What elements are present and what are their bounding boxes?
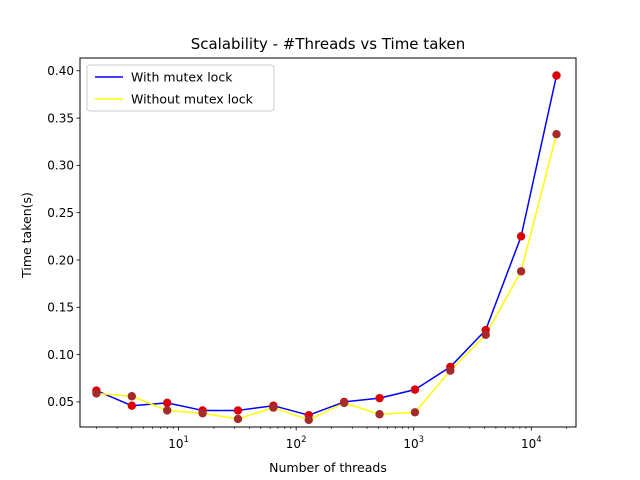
- data-point-s2-14: [552, 129, 561, 139]
- y-tick-label: 0.40: [47, 64, 74, 78]
- data-point-s2-8: [339, 398, 349, 408]
- data-point-s2-3: [163, 406, 172, 415]
- y-tick-label: 0.30: [47, 159, 74, 173]
- series-line-2: [96, 133, 558, 421]
- legend-label-2: Without mutex lock: [131, 92, 254, 107]
- data-point-s1-13: [516, 232, 526, 241]
- legend-label-1: With mutex lock: [131, 70, 233, 85]
- y-axis-label: Time taken(s): [19, 192, 34, 279]
- data-point-s2-7: [304, 415, 313, 425]
- data-point-s1-2: [127, 401, 137, 410]
- data-point-s2-2: [127, 392, 137, 401]
- x-tick-label: 103: [403, 435, 424, 451]
- x-tick-label: 101: [168, 435, 189, 451]
- legend: With mutex lock Without mutex lock: [86, 64, 275, 112]
- data-point-s1-14: [552, 71, 561, 80]
- data-point-s1-3: [163, 398, 172, 408]
- data-point-s2-1: [92, 389, 101, 398]
- data-point-s1-5: [233, 406, 243, 415]
- data-point-s2-13: [516, 267, 526, 276]
- data-point-s2-11: [446, 366, 455, 375]
- y-tick-label: 0.35: [47, 111, 74, 125]
- data-point-s2-9: [375, 410, 384, 419]
- data-point-s1-9: [375, 393, 384, 403]
- y-tick-label: 0.05: [47, 395, 74, 409]
- data-point-s2-6: [269, 403, 278, 412]
- y-tick-label: 0.10: [47, 348, 74, 362]
- series-line-1: [96, 75, 558, 416]
- x-tick-label: 104: [521, 435, 542, 451]
- y-tick-label: 0.15: [47, 301, 74, 315]
- data-point-s1-10: [410, 385, 420, 394]
- data-point-s2-10: [410, 408, 420, 417]
- y-tick-label: 0.25: [47, 206, 74, 220]
- chart-title: Scalability - #Threads vs Time taken: [191, 35, 466, 53]
- y-tick-label: 0.20: [47, 253, 74, 267]
- x-tick-label: 102: [286, 435, 307, 451]
- legend-box: [86, 64, 275, 112]
- data-point-s2-4: [198, 409, 207, 418]
- plot-frame: [79, 57, 577, 428]
- data-point-s2-12: [481, 330, 490, 339]
- x-axis-label: Number of threads: [269, 460, 387, 475]
- data-point-s2-5: [233, 414, 243, 424]
